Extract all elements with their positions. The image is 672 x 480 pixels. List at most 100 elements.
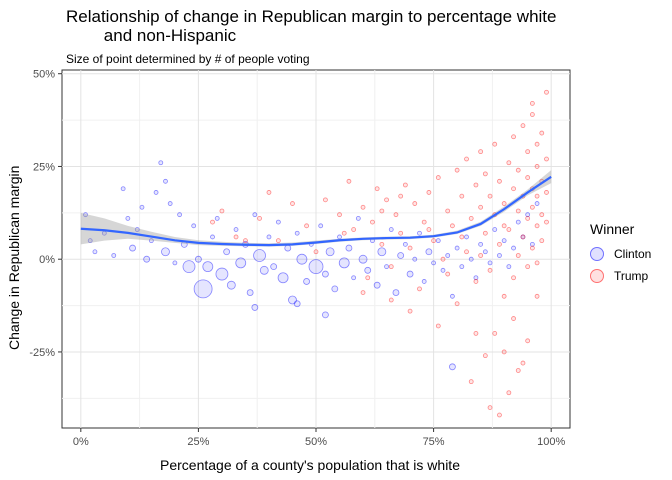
point-trump	[360, 204, 366, 210]
point-clinton	[497, 253, 502, 258]
point-trump	[346, 178, 352, 184]
point-clinton	[529, 241, 535, 247]
point-trump	[482, 353, 488, 359]
point-trump	[525, 175, 531, 180]
point-clinton	[246, 289, 254, 296]
point-trump	[511, 275, 516, 281]
point-clinton	[358, 254, 368, 264]
point-trump	[454, 301, 460, 307]
point-clinton	[275, 219, 281, 225]
point-trump	[257, 215, 262, 221]
point-trump	[520, 234, 526, 240]
chart-title: Relationship of change in Republican mar…	[66, 7, 557, 45]
point-clinton	[464, 234, 469, 240]
point-trump	[379, 241, 385, 247]
point-trump	[525, 338, 531, 344]
point-trump	[473, 330, 479, 336]
point-clinton	[202, 261, 214, 273]
point-trump	[233, 234, 239, 240]
x-tick-label: 75%	[423, 436, 445, 448]
legend-label-trump: Trump	[614, 269, 649, 283]
point-trump	[384, 197, 389, 203]
point-clinton	[355, 215, 361, 221]
point-trump	[360, 290, 366, 295]
point-trump	[520, 360, 526, 366]
point-trump	[407, 245, 413, 251]
y-tick-label: -25%	[29, 347, 55, 359]
point-clinton	[417, 230, 422, 236]
point-clinton	[397, 252, 405, 259]
legend-title: Winner	[590, 221, 635, 237]
point-clinton	[534, 201, 540, 206]
x-tick-label: 100%	[537, 436, 565, 448]
point-trump	[219, 208, 225, 214]
point-trump	[544, 219, 549, 225]
point-clinton	[252, 212, 258, 218]
point-trump	[515, 253, 521, 258]
point-trump	[464, 156, 469, 162]
point-clinton	[235, 257, 247, 269]
point-trump	[529, 100, 535, 106]
point-clinton	[210, 234, 215, 240]
point-trump	[388, 264, 394, 270]
point-clinton	[233, 227, 239, 232]
point-clinton	[161, 247, 170, 257]
point-clinton	[253, 249, 266, 262]
point-trump	[473, 182, 479, 188]
point-clinton	[520, 234, 526, 240]
point-trump	[370, 219, 375, 225]
point-clinton	[377, 247, 387, 257]
point-clinton	[226, 280, 236, 290]
point-trump	[506, 227, 512, 232]
point-clinton	[425, 248, 433, 256]
point-clinton	[325, 247, 335, 257]
point-trump	[398, 230, 404, 236]
point-trump	[534, 260, 540, 266]
point-clinton	[435, 238, 441, 244]
legend-label-clinton: Clinton	[614, 247, 652, 261]
point-trump	[459, 193, 465, 199]
point-trump	[487, 267, 493, 273]
point-trump	[501, 293, 507, 299]
legend-item-trump: Trump	[590, 265, 651, 287]
point-clinton	[308, 259, 324, 275]
point-clinton	[153, 190, 159, 195]
point-trump	[529, 204, 535, 210]
point-trump	[478, 253, 484, 258]
legend: Winner Clinton Trump	[590, 221, 651, 287]
point-trump	[478, 204, 484, 210]
point-clinton	[259, 265, 269, 275]
point-trump	[501, 223, 507, 229]
point-trump	[468, 215, 474, 221]
point-clinton	[129, 244, 136, 252]
legend-key-clinton	[590, 247, 604, 261]
point-clinton	[331, 285, 339, 293]
point-clinton	[111, 253, 117, 258]
point-trump	[515, 208, 521, 214]
point-trump	[501, 201, 507, 206]
point-trump	[487, 193, 493, 199]
point-trump	[497, 178, 502, 184]
y-tick-label: 50%	[33, 69, 55, 81]
point-trump	[515, 167, 521, 173]
point-clinton	[388, 227, 394, 232]
point-trump	[374, 186, 380, 192]
point-clinton	[134, 227, 140, 232]
point-trump	[492, 141, 498, 147]
point-clinton	[337, 234, 342, 240]
point-trump	[407, 308, 413, 314]
point-clinton	[277, 272, 289, 284]
point-trump	[544, 190, 549, 195]
point-clinton	[139, 204, 145, 210]
point-trump	[468, 379, 474, 385]
point-trump	[426, 190, 432, 195]
point-trump	[431, 238, 436, 244]
point-clinton	[191, 223, 197, 229]
point-clinton	[177, 212, 182, 218]
smooth-trend-line	[80, 175, 552, 247]
point-trump	[445, 208, 451, 214]
point-trump	[440, 256, 446, 262]
point-trump	[497, 241, 502, 247]
point-clinton	[482, 249, 488, 255]
point-trump	[544, 89, 549, 95]
